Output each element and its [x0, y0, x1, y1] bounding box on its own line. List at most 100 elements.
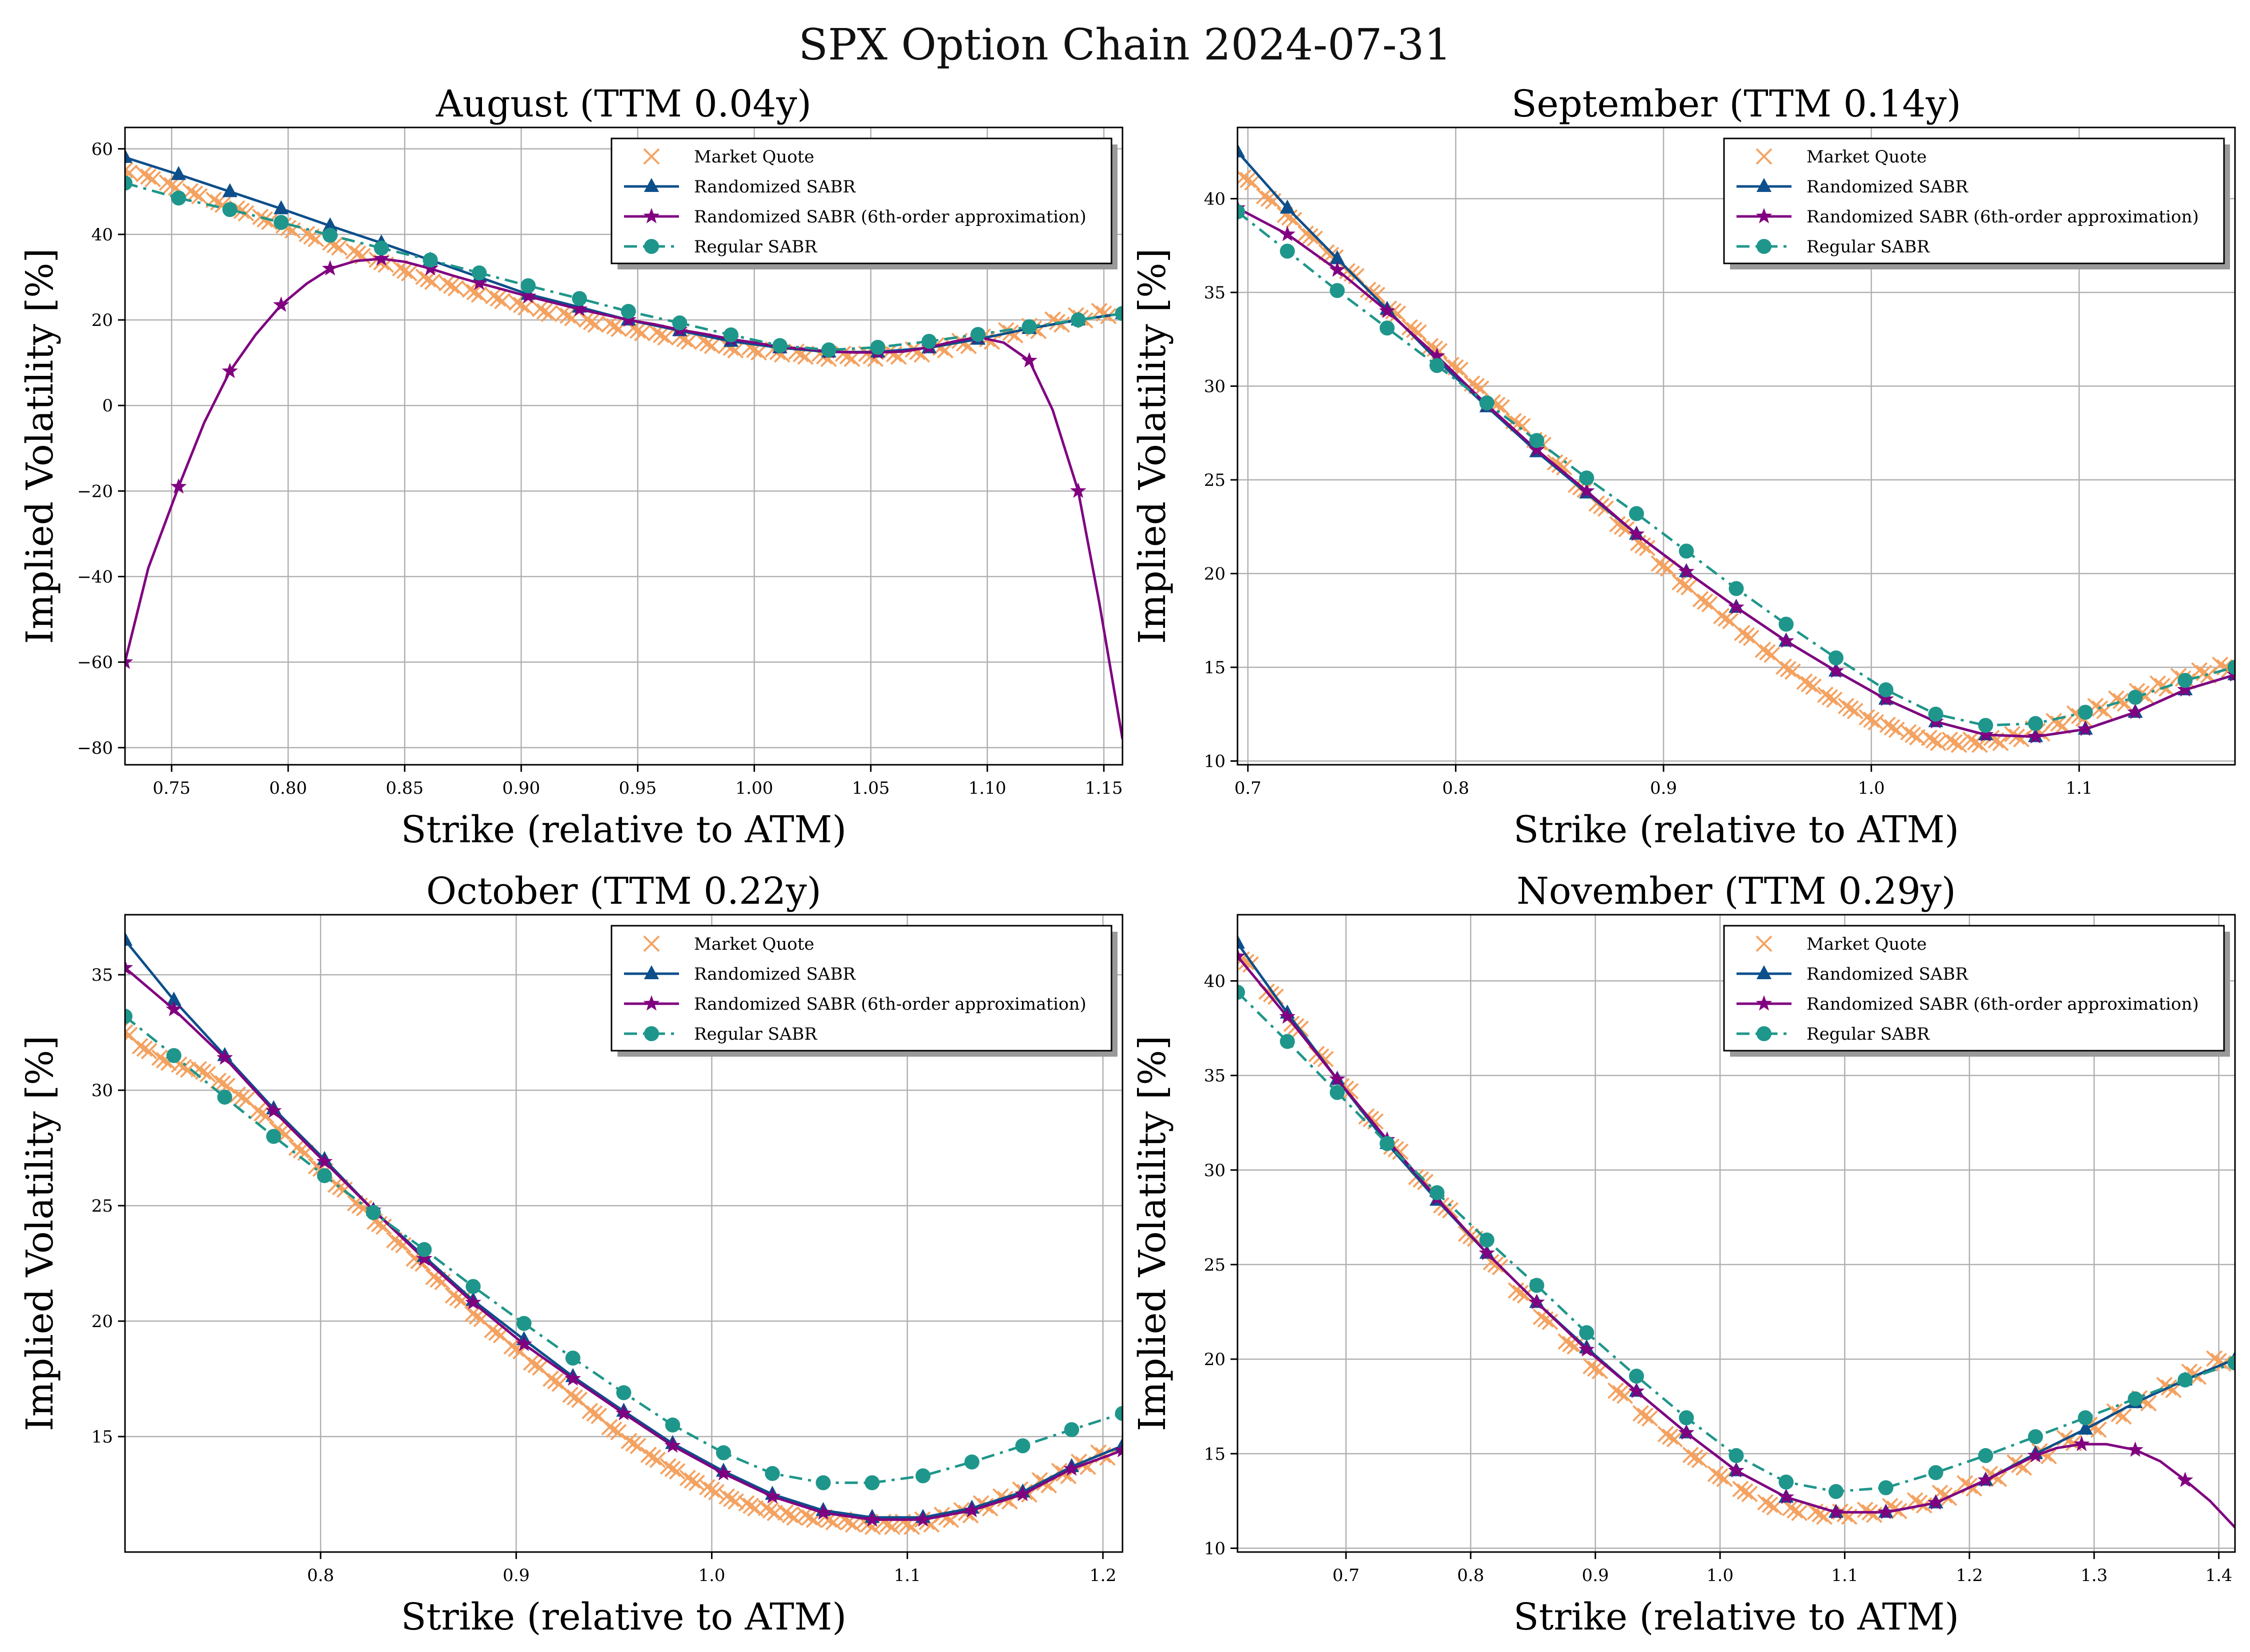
legend-label: Randomized SABR (6th-order approximation…: [1806, 994, 2199, 1014]
series-point: [1428, 347, 1446, 363]
series-point: [1430, 1185, 1444, 1201]
legend-marker: [1756, 1026, 1772, 1041]
legend-entry: Randomized SABR (6th-order approximation…: [1736, 207, 2199, 227]
series-point: [2228, 1355, 2235, 1371]
x-tick-label: 0.9: [1582, 1566, 1609, 1586]
legend: Market Quote Randomized SABR Randomized SA…: [610, 137, 1118, 269]
y-tick-label: −40: [77, 567, 113, 587]
series-point: [1778, 1475, 1794, 1490]
series-point: [1014, 1486, 1031, 1502]
plot-area: [125, 931, 1122, 1535]
series-point: [1280, 199, 1295, 214]
market-quote-point: [298, 225, 316, 242]
series-point: [2078, 705, 2093, 720]
series-point: [273, 296, 290, 312]
series-point: [222, 183, 238, 197]
chart-panel-1: 0.75 0.80 0.85 0.90 0.95 1.00 1.05 1.10 1.15 −80 −…: [18, 82, 1124, 851]
market-quote-point: [331, 239, 348, 256]
series-point: [1114, 1442, 1122, 1458]
series-point: [2127, 704, 2144, 719]
market-quote-point: [1662, 1428, 1678, 1445]
panel-title: September (TTM 0.14y): [1512, 82, 1961, 125]
series-point: [125, 931, 132, 946]
legend-entry: Regular SABR: [1736, 237, 1930, 257]
series-point: [815, 1504, 832, 1520]
market-quote-point: [1286, 211, 1302, 228]
y-tick-label: 20: [1204, 1350, 1226, 1370]
series-point: [1430, 358, 1444, 373]
market-quote-point: [708, 1484, 724, 1501]
axes-frame: [1236, 126, 2236, 766]
x-tick-label: 0.7: [1234, 778, 1262, 798]
series-point: [316, 1153, 333, 1169]
series-point: [970, 327, 986, 342]
x-tick-label: 0.85: [386, 778, 424, 798]
series-point: [125, 1009, 132, 1024]
market-quote-point: [1800, 676, 1818, 693]
y-axis-label: Implied Volatility [%]: [1131, 248, 1174, 644]
x-tick-label: 1.1: [1831, 1566, 1858, 1586]
series-point: [1529, 1278, 1544, 1293]
market-quote-point: [758, 1500, 774, 1517]
market-quote-point: [1732, 1481, 1749, 1498]
market-quote-point: [1512, 1285, 1529, 1302]
x-axis-label: Strike (relative to ATM): [401, 808, 846, 851]
market-quote-point: [1650, 555, 1668, 572]
series-point: [1828, 1504, 1844, 1520]
series-line: [125, 181, 1122, 351]
series-point: [520, 278, 536, 293]
series-point: [565, 1350, 580, 1366]
series-point: [772, 338, 788, 353]
y-tick-label: 15: [92, 1427, 113, 1447]
series-point: [2228, 660, 2235, 675]
market-quote-point: [542, 1370, 560, 1387]
market-quote-point: [844, 350, 860, 367]
y-tick-label: 20: [92, 310, 113, 330]
series-point: [1064, 1460, 1080, 1476]
legend: Market Quote Randomized SABR Randomized SA…: [1723, 137, 2230, 269]
legend-label: Regular SABR: [694, 1024, 818, 1044]
y-axis-label: Implied Volatility [%]: [18, 248, 62, 644]
series-point: [723, 327, 738, 343]
series-point: [1330, 283, 1345, 298]
x-tick-label: 1.2: [1956, 1566, 1983, 1586]
series-point: [125, 959, 134, 975]
y-tick-label: 35: [1204, 1066, 1226, 1086]
series-point: [1330, 1085, 1345, 1100]
series-point: [1279, 1008, 1296, 1024]
market-quote-point: [540, 305, 558, 322]
market-quote-point: [660, 1458, 676, 1475]
series-point: [374, 240, 389, 256]
series-point: [1022, 319, 1037, 334]
series-point: [1578, 1341, 1595, 1357]
series-point: [125, 653, 134, 669]
market-quote-point: [288, 1139, 305, 1156]
series-point: [914, 1511, 932, 1527]
series-point: [2178, 673, 2193, 688]
market-quote-point: [1992, 734, 2009, 751]
market-quote-point: [158, 174, 176, 191]
series-point: [1479, 395, 1494, 411]
panel-title: October (TTM 0.22y): [426, 870, 821, 913]
series-solid-star: [125, 250, 1122, 740]
y-tick-label: 10: [1204, 1539, 1226, 1559]
series-line: [1238, 210, 2235, 727]
market-quote-point: [1639, 539, 1656, 556]
market-quote-point: [602, 315, 618, 332]
market-quote-point: [396, 262, 413, 279]
series-point: [2028, 716, 2043, 731]
market-quote-point: [230, 1086, 246, 1103]
market-quote-point: [1716, 1471, 1733, 1488]
y-tick-label: 20: [1204, 564, 1226, 584]
market-quote-point: [508, 294, 525, 311]
y-axis-label: Implied Volatility [%]: [1131, 1036, 1174, 1432]
market-quote-point: [517, 299, 534, 316]
series-point: [1828, 662, 1844, 678]
market-quote-point: [484, 1322, 500, 1339]
market-quote-point: [503, 1338, 520, 1355]
series-point: [1778, 1489, 1794, 1504]
market-quote-point: [630, 1438, 646, 1455]
y-tick-label: 15: [1204, 658, 1226, 678]
series-point: [222, 202, 238, 217]
series-point: [1678, 543, 1694, 559]
